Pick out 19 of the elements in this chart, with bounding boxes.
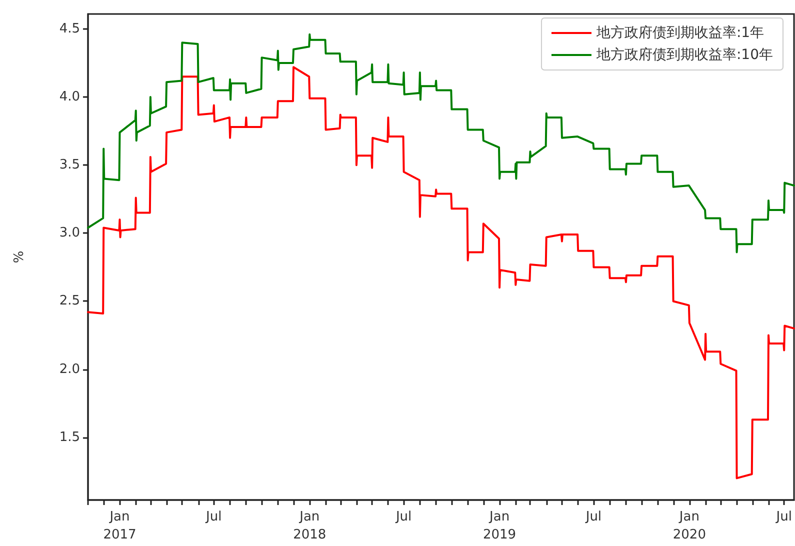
legend-label: 地方政府债到期收益率:1年 [595,25,764,41]
y-axis-title: % [12,250,27,264]
y-tick-label: 1.5 [59,430,80,445]
y-tick-label: 4.0 [59,90,80,105]
x-tick-label: Jan 2020 [672,510,706,542]
y-tick-label: 4.5 [59,21,80,36]
x-tick-label: Jul [205,510,222,524]
line-series [87,66,795,480]
x-tick-label: Jan 2018 [293,510,326,542]
y-tick-label: 3.5 [59,158,80,173]
x-tick-label: Jul [584,510,602,524]
x-tick-label: Jul [394,510,412,524]
x-tick-label: Jan 2019 [482,510,516,542]
y-tick-label: 2.0 [59,362,80,377]
y-tick-label: 2.5 [59,294,80,309]
y-tick-label: 3.0 [59,226,80,241]
legend-label: 地方政府债到期收益率:10年 [595,47,773,63]
x-tick-label: Jul [775,510,792,524]
x-tick-label: Jan 2017 [103,510,136,542]
